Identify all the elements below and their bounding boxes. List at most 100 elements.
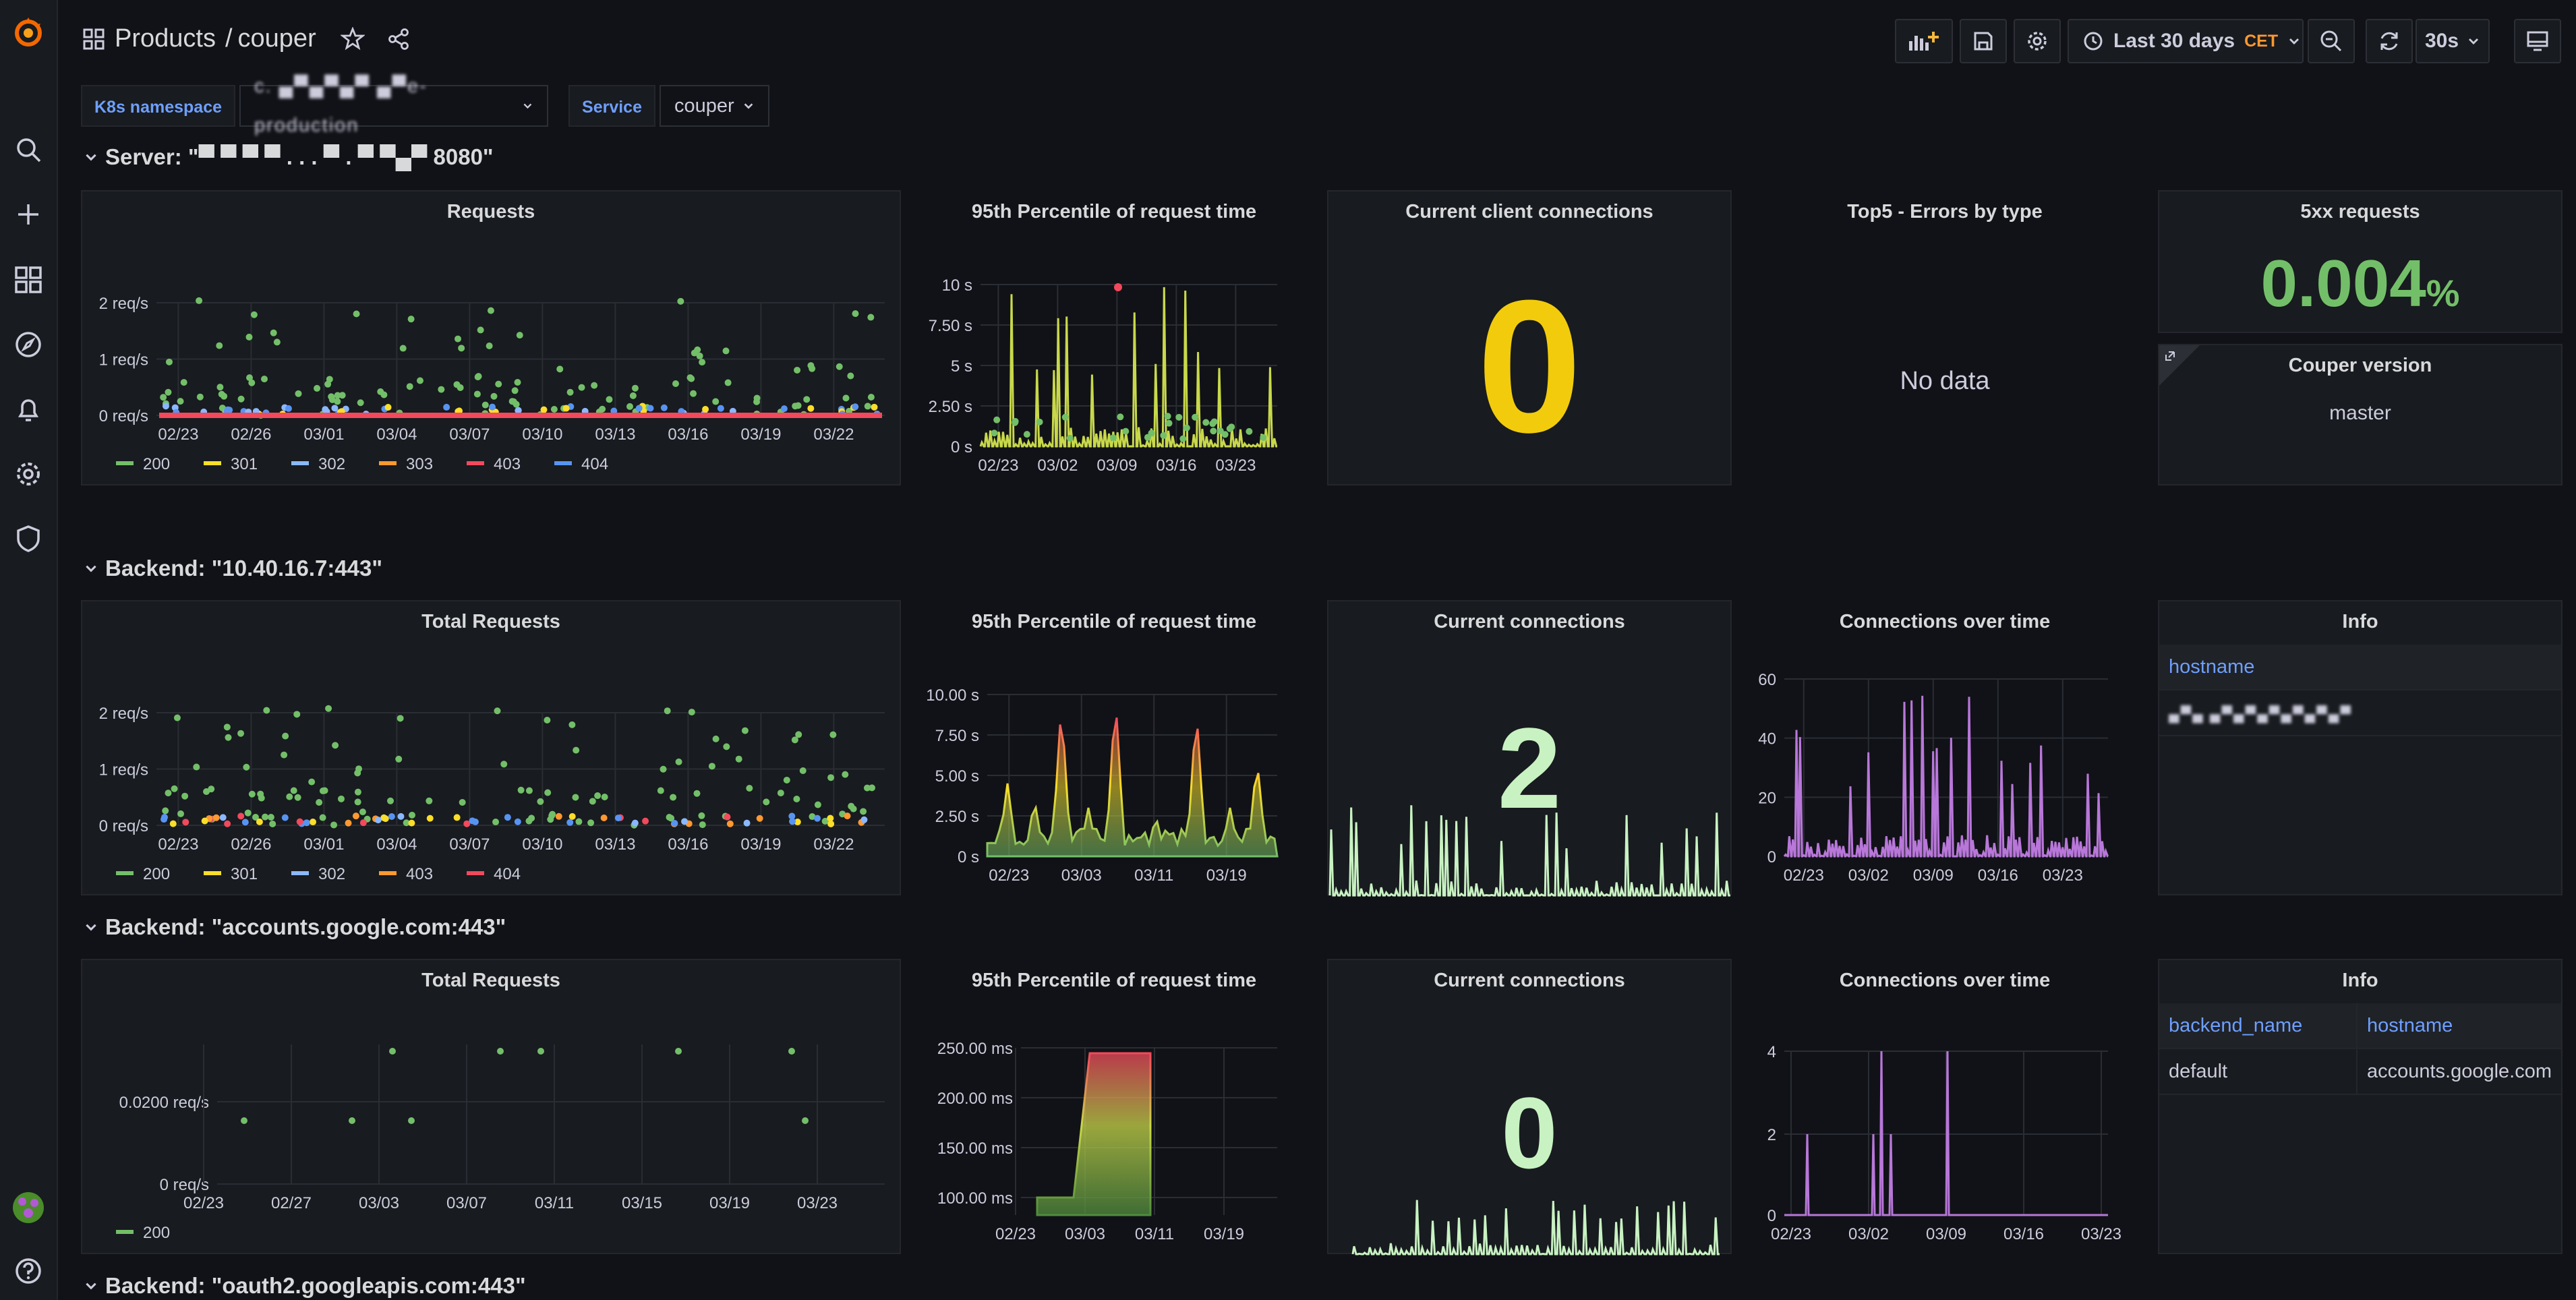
x-tick-label: 02/26	[231, 835, 271, 854]
dashboards-icon[interactable]	[0, 255, 57, 305]
table-header-hostname[interactable]: hostname	[2159, 645, 2561, 690]
data-point	[458, 345, 465, 352]
panel-top5-errors[interactable]: Top5 - Errors by type No data	[1743, 190, 2147, 485]
data-point	[471, 818, 479, 825]
legend-item[interactable]: 200	[143, 865, 170, 883]
panel-total-requests[interactable]: Total Requests 2 req/s 1 req/s 0 req/s 02/2…	[81, 600, 901, 895]
x-tick-label: 03/04	[376, 835, 417, 854]
panel-total-requests[interactable]: Total Requests 0.0200 req/s 0 req/s 02/23 0…	[81, 959, 901, 1254]
refresh-button[interactable]	[2366, 19, 2413, 63]
star-icon[interactable]	[340, 26, 365, 51]
data-point	[1260, 434, 1267, 441]
panel-p95-request-time[interactable]: 95th Percentile of request time 250.00 m…	[912, 959, 1316, 1254]
data-point	[489, 403, 496, 411]
y-tick-label: 20	[1758, 789, 1776, 807]
info-table: hostname ▄▀▄ ▄▀▄▀▄▀▄▀▄▀▄▀	[2159, 645, 2561, 736]
legend-item[interactable]: 404	[581, 455, 608, 473]
data-point	[334, 398, 341, 405]
service-select[interactable]: couper	[659, 85, 769, 127]
data-point	[330, 821, 338, 829]
panel-p95-request-time[interactable]: 95th Percentile of request time 10 s 7.50…	[912, 190, 1316, 485]
save-dashboard-button[interactable]	[1960, 19, 2007, 63]
panel-requests[interactable]: Requests 2 req/s 1 req/s 0 req/s 02/23 02/26…	[81, 190, 901, 485]
table-header-backend-name[interactable]: backend_name	[2159, 1003, 2358, 1049]
data-point	[165, 790, 172, 797]
gear-icon	[2028, 32, 2047, 51]
legend-color-icon	[204, 871, 221, 875]
data-point	[794, 819, 801, 826]
x-tick-label: 03/16	[1156, 456, 1196, 475]
data-point	[1012, 417, 1019, 425]
dashboard-title[interactable]: couper	[237, 24, 316, 53]
breadcrumb-folder[interactable]: Products	[115, 24, 216, 53]
panel-info[interactable]: Info hostname ▄▀▄ ▄▀▄▀▄▀▄▀▄▀▄▀	[2158, 600, 2563, 895]
data-point	[514, 378, 521, 386]
legend-item[interactable]: 200	[143, 1224, 170, 1242]
panel-connections-over-time[interactable]: Connections over time 4 2 0 02/23 03/02 03/09…	[1743, 959, 2147, 1254]
share-icon[interactable]	[386, 27, 411, 51]
x-tick-label: 02/23	[158, 425, 198, 444]
row-header-backend-3[interactable]: Backend: "oauth2.googleapis.com:443"	[84, 1273, 526, 1299]
tv-mode-button[interactable]	[2514, 19, 2561, 63]
data-point	[490, 392, 498, 400]
help-icon[interactable]	[0, 1246, 57, 1296]
data-point	[225, 734, 232, 741]
plus-icon[interactable]	[0, 189, 57, 239]
legend-item[interactable]: 200	[143, 455, 170, 473]
row-header-backend-2[interactable]: Backend: "accounts.google.com:443"	[84, 914, 506, 940]
data-point	[165, 388, 172, 396]
data-point	[675, 758, 682, 765]
legend-item[interactable]: 302	[318, 865, 345, 883]
data-point	[495, 380, 502, 388]
explore-compass-icon[interactable]	[0, 320, 57, 370]
panel-info[interactable]: Info backend_name hostname default accou…	[2158, 959, 2563, 1254]
data-point	[993, 416, 1001, 423]
legend-item[interactable]: 403	[406, 865, 433, 883]
data-point	[675, 1048, 682, 1055]
panel-title: Total Requests	[421, 970, 560, 991]
row-header-backend-1[interactable]: Backend: "10.40.16.7:443"	[84, 556, 382, 581]
alerting-bell-icon[interactable]	[0, 384, 57, 434]
data-point	[1179, 435, 1187, 442]
data-point	[165, 358, 173, 365]
data-point	[763, 798, 770, 806]
server-admin-shield-icon[interactable]	[0, 514, 57, 564]
row-header-server[interactable]: Server: "▀ ▀ ▀ ▀ . . . ▀ . ▀ ▀▄▀ 8080"	[84, 144, 494, 170]
refresh-interval-picker[interactable]: 30s	[2416, 19, 2490, 63]
x-tick-label: 02/23	[158, 835, 198, 854]
data-point	[314, 384, 321, 392]
legend-item[interactable]: 404	[494, 865, 521, 883]
legend-item[interactable]: 303	[406, 455, 433, 473]
panel-title: 95th Percentile of request time	[971, 611, 1257, 632]
panel-current-client-connections[interactable]: Current client connections 0	[1327, 190, 1732, 485]
panel-connections-over-time[interactable]: Connections over time 60 40 20 0 02/23 03/02 0…	[1743, 600, 2147, 895]
data-point	[1246, 427, 1253, 435]
panel-current-connections[interactable]: Current connections 2	[1327, 600, 1732, 897]
data-point	[601, 794, 608, 801]
panel-p95-request-time[interactable]: 95th Percentile of request time 10.00 s 7…	[912, 600, 1316, 895]
time-range-picker[interactable]: Last 30 days CET	[2068, 19, 2304, 63]
search-icon[interactable]	[0, 125, 57, 175]
avatar[interactable]	[0, 1183, 57, 1233]
data-point	[504, 814, 511, 821]
data-point	[308, 778, 316, 786]
grafana-logo-icon[interactable]	[0, 8, 57, 58]
y-tick-label: 2 req/s	[99, 705, 148, 723]
table-header-hostname[interactable]: hostname	[2356, 1003, 2561, 1049]
add-panel-button[interactable]	[1895, 19, 1953, 63]
stat-value: 0	[1477, 262, 1582, 472]
legend-item[interactable]: 403	[494, 455, 521, 473]
legend-item[interactable]: 301	[231, 865, 258, 883]
panel-current-connections[interactable]: Current connections 0	[1327, 959, 1732, 1255]
configuration-gear-icon[interactable]	[0, 449, 57, 499]
external-link-icon[interactable]	[2159, 345, 2200, 386]
dashboard-settings-button[interactable]	[2014, 19, 2061, 63]
legend-item[interactable]: 301	[231, 455, 258, 473]
panel-title: 95th Percentile of request time	[971, 970, 1257, 991]
panel-couper-version[interactable]: Couper version master	[2158, 344, 2563, 485]
panel-5xx-requests[interactable]: 5xx requests 0.004%	[2158, 190, 2563, 333]
zoom-out-button[interactable]	[2308, 19, 2355, 63]
legend-item[interactable]: 302	[318, 455, 345, 473]
info-table: backend_name hostname default accounts.g…	[2159, 1003, 2561, 1095]
namespace-select[interactable]: c. ▄▀▄▀▄▀ ▄▀e-production	[239, 76, 549, 136]
